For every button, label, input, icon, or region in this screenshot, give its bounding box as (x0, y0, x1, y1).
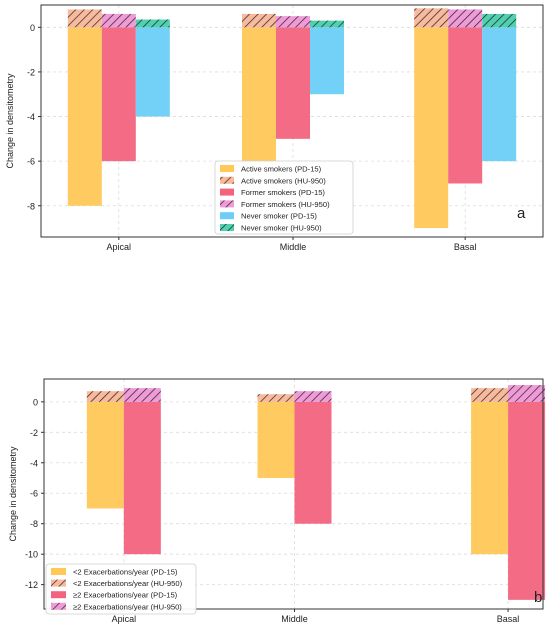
y-tick-label: -6 (27, 157, 35, 167)
x-tick-label-apical: Apical (107, 242, 132, 252)
bar-middle-series-3 (294, 391, 332, 402)
panel-label: a (517, 205, 526, 222)
legend-entry: Never smoker (HU-950) (241, 224, 322, 233)
legend-swatch (51, 579, 66, 587)
bar-middle-series-4 (310, 27, 345, 95)
bar-basal-series-1 (471, 388, 509, 402)
legend-swatch (51, 568, 66, 575)
legend-entry: ≥2 Exacerbations/year (HU-950) (73, 602, 182, 611)
bar-middle-series-0 (257, 401, 295, 479)
legend-swatch (220, 224, 234, 231)
legend-swatch (51, 602, 66, 610)
y-tick-label: -2 (30, 428, 38, 438)
y-axis-label: Change in densitometry (5, 73, 15, 169)
y-tick-label: -6 (30, 489, 38, 499)
bar-apical-series-4 (135, 27, 170, 117)
legend-swatch (220, 200, 234, 208)
plot-frame (40, 4, 544, 238)
x-tick-label-basal: Basal (454, 242, 477, 252)
bar-apical-series-0 (67, 27, 102, 206)
y-tick-label: -4 (30, 458, 38, 468)
legend-entry: Active smokers (PD-15) (241, 165, 322, 174)
bar-basal-series-4 (482, 27, 517, 162)
y-axis-label: Change in densitometry (8, 446, 18, 542)
bar-basal-series-1 (414, 8, 449, 28)
bar-middle-series-3 (276, 16, 311, 28)
legend-swatch (220, 165, 234, 172)
y-tick-label: 0 (30, 23, 35, 33)
bar-middle-series-2 (276, 27, 311, 139)
bar-basal-series-5 (482, 13, 517, 28)
y-tick-label: -8 (30, 519, 38, 529)
bar-apical-series-0 (86, 401, 124, 509)
legend-entry: Former smokers (HU-950) (241, 200, 330, 209)
bar-basal-series-3 (448, 9, 483, 28)
bar-basal-series-3 (508, 385, 546, 402)
legend-swatch (51, 591, 66, 599)
y-tick-label: -12 (25, 580, 38, 590)
bar-basal-series-2 (448, 27, 483, 184)
plot-frame (43, 378, 544, 610)
panel-b: 0 -2 -4 -6 -8 -10 -12 Apical Middle Basal Change i… (8, 378, 546, 624)
bar-apical-series-2 (123, 401, 161, 555)
y-tick-label: 0 (33, 397, 38, 407)
legend-swatch (220, 212, 234, 220)
legend-swatch (220, 176, 234, 184)
y-tick-label: -8 (27, 201, 35, 211)
bar-apical-series-3 (101, 13, 136, 28)
bar-apical-series-5 (135, 19, 170, 28)
bar-apical-series-3 (123, 388, 161, 402)
panel-a: 0 -2 -4 -6 -8 Apical Middle Basal Change in dens… (5, 4, 544, 252)
legend-swatch (220, 188, 234, 196)
legend-box (45, 563, 197, 615)
x-tick-label-middle: Middle (280, 242, 307, 252)
legend-entry: ≥2 Exacerbations/year (PD-15) (73, 591, 178, 600)
legend-box (214, 160, 354, 235)
legend-entry: Former smokers (PD-15) (241, 188, 325, 197)
bar-middle-series-5 (310, 20, 345, 28)
y-tick-label: -2 (27, 67, 35, 77)
y-tick-label: -4 (27, 112, 35, 122)
bar-middle-series-2 (294, 401, 332, 524)
bar-basal-series-2 (508, 401, 546, 600)
x-tick-label-basal: Basal (497, 614, 520, 624)
legend-entry: Never smoker (PD-15) (241, 212, 317, 221)
bar-basal-series-0 (471, 401, 509, 555)
legend: Active smokers (PD-15) Active smokers (HU… (214, 160, 354, 235)
x-tick-label-middle: Middle (281, 614, 308, 624)
bar-apical-series-1 (86, 391, 124, 402)
legend: <2 Exacerbations/year (PD-15) <2 Exacerba… (45, 563, 197, 615)
legend-entry: <2 Exacerbations/year (HU-950) (73, 579, 183, 588)
bar-apical-series-2 (101, 27, 136, 162)
legend-entry: Active smokers (HU-950) (241, 176, 326, 185)
y-tick-label: -10 (25, 550, 38, 560)
bar-middle-series-0 (242, 27, 277, 162)
panel-label: b (534, 589, 542, 606)
bar-apical-series-1 (67, 9, 102, 28)
bar-middle-series-1 (257, 394, 295, 402)
legend-entry: <2 Exacerbations/year (PD-15) (73, 568, 178, 577)
bar-middle-series-1 (242, 13, 277, 28)
bar-basal-series-0 (414, 27, 449, 229)
x-tick-label-apical: Apical (112, 614, 137, 624)
